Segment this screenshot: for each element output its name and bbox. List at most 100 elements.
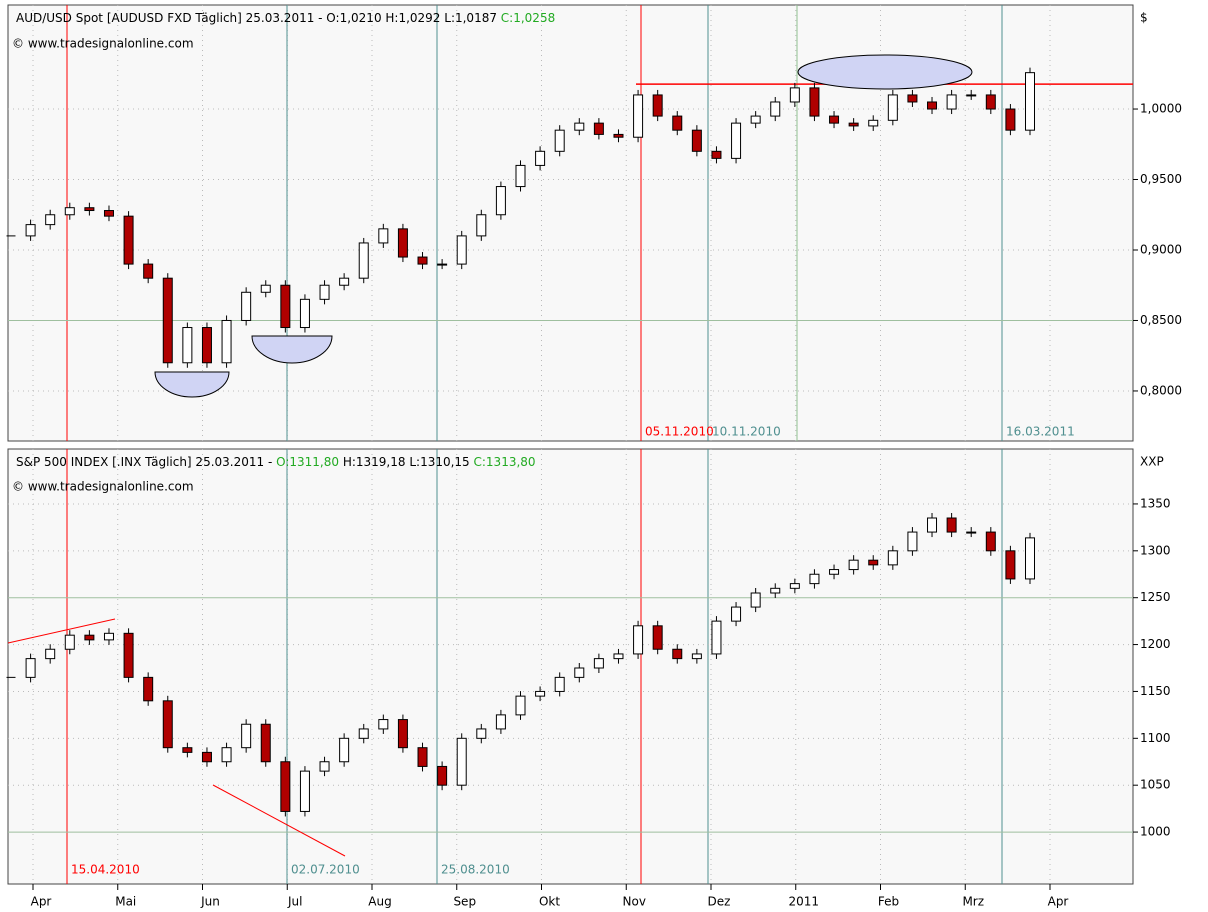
candle (770, 101, 781, 117)
candle (985, 94, 996, 110)
copyright: © www.tradesignalonline.com (12, 480, 194, 494)
candle (397, 228, 408, 258)
panel-title: S&P 500 INDEX [.INX Täglich] 25.03.2011 … (16, 455, 536, 469)
x-tick-label: Mai (115, 895, 136, 909)
candle (770, 587, 781, 594)
y-tick-label: 1350 (1140, 496, 1171, 510)
candle (201, 751, 212, 763)
candle (711, 620, 722, 655)
x-tick-label: Okt (539, 895, 560, 909)
y-tick-label: 0,9000 (1140, 242, 1182, 256)
title-mid: H:1319,18 L:1310,15 (339, 455, 473, 469)
panel-bottom (7, 448, 1134, 885)
candle (45, 648, 56, 660)
candle (848, 122, 859, 127)
candle (476, 214, 487, 237)
candle (201, 327, 212, 364)
y-tick-label: 0,9500 (1140, 172, 1182, 186)
candle (633, 94, 644, 138)
candle (868, 559, 879, 566)
candle (554, 676, 565, 692)
title-close: C:1,0258 (501, 11, 555, 25)
candle (358, 242, 369, 279)
candle (927, 101, 938, 110)
x-tick-label: Mrz (962, 895, 984, 909)
y-tick-label: 1100 (1140, 731, 1171, 745)
x-tick-label: Jul (287, 895, 302, 909)
title-text: S&P 500 INDEX [.INX Täglich] 25.03.2011 … (16, 455, 276, 469)
candle (182, 747, 193, 753)
candle (966, 94, 977, 97)
candle (809, 573, 820, 585)
candle (64, 634, 75, 650)
candle (241, 291, 252, 321)
candle (1025, 72, 1035, 131)
candle (515, 164, 526, 188)
candle (241, 723, 252, 749)
candle (1025, 537, 1035, 580)
title-open: O:1311,80 (276, 455, 339, 469)
x-tick-label: Nov (623, 895, 646, 909)
marker-label: 02.07.2010 (291, 863, 360, 877)
candle (162, 277, 173, 364)
candle (417, 256, 428, 265)
marker-label: 10.11.2010 (712, 425, 781, 439)
x-tick-label: Dez (708, 895, 731, 909)
candle (535, 150, 546, 166)
candle (437, 263, 448, 266)
candle (652, 625, 663, 650)
y-tick-label: 1050 (1140, 778, 1171, 792)
candle (750, 115, 761, 124)
candle (946, 517, 957, 533)
title-close: C:1313,80 (474, 455, 536, 469)
candle (848, 559, 859, 571)
candle (64, 207, 75, 216)
candle (633, 625, 644, 655)
candle (162, 700, 173, 749)
x-tick-label: Apr (31, 895, 52, 909)
candle (829, 115, 840, 124)
candle (417, 747, 428, 767)
candle (672, 115, 683, 131)
trend-line (7, 618, 116, 644)
marker-label: 05.11.2010 (645, 425, 714, 439)
y-tick-label: 1000 (1140, 825, 1171, 839)
candle (829, 569, 840, 575)
candle (103, 632, 114, 641)
candle (613, 133, 624, 138)
candle (25, 224, 36, 237)
candle (378, 719, 389, 730)
candle (299, 770, 310, 812)
candle (437, 765, 448, 786)
candle (221, 319, 232, 364)
candle (907, 531, 918, 552)
candle (1005, 108, 1016, 131)
x-tick-label: Sep (453, 895, 476, 909)
candle (221, 747, 232, 763)
candle (593, 658, 604, 669)
candle (84, 634, 95, 641)
y-tick-label: 0,8000 (1140, 383, 1182, 397)
candle (907, 94, 918, 103)
marker-label: 16.03.2011 (1006, 425, 1075, 439)
candle (182, 327, 193, 364)
x-tick-label: 2011 (788, 895, 819, 909)
unit: $ (1140, 11, 1148, 25)
candle (103, 210, 114, 217)
candle (535, 690, 546, 697)
candle (711, 150, 722, 159)
bottom-arc (251, 335, 333, 364)
candle (339, 737, 350, 763)
y-tick-label: 1300 (1140, 543, 1171, 557)
candle (927, 517, 938, 533)
candle (691, 653, 702, 660)
candle (280, 761, 291, 812)
candle (868, 119, 879, 127)
candle (985, 531, 996, 552)
candle (574, 122, 585, 131)
candle (691, 129, 702, 152)
candle (456, 235, 467, 265)
candle (731, 606, 742, 622)
candle (339, 277, 350, 286)
candle (123, 632, 134, 678)
